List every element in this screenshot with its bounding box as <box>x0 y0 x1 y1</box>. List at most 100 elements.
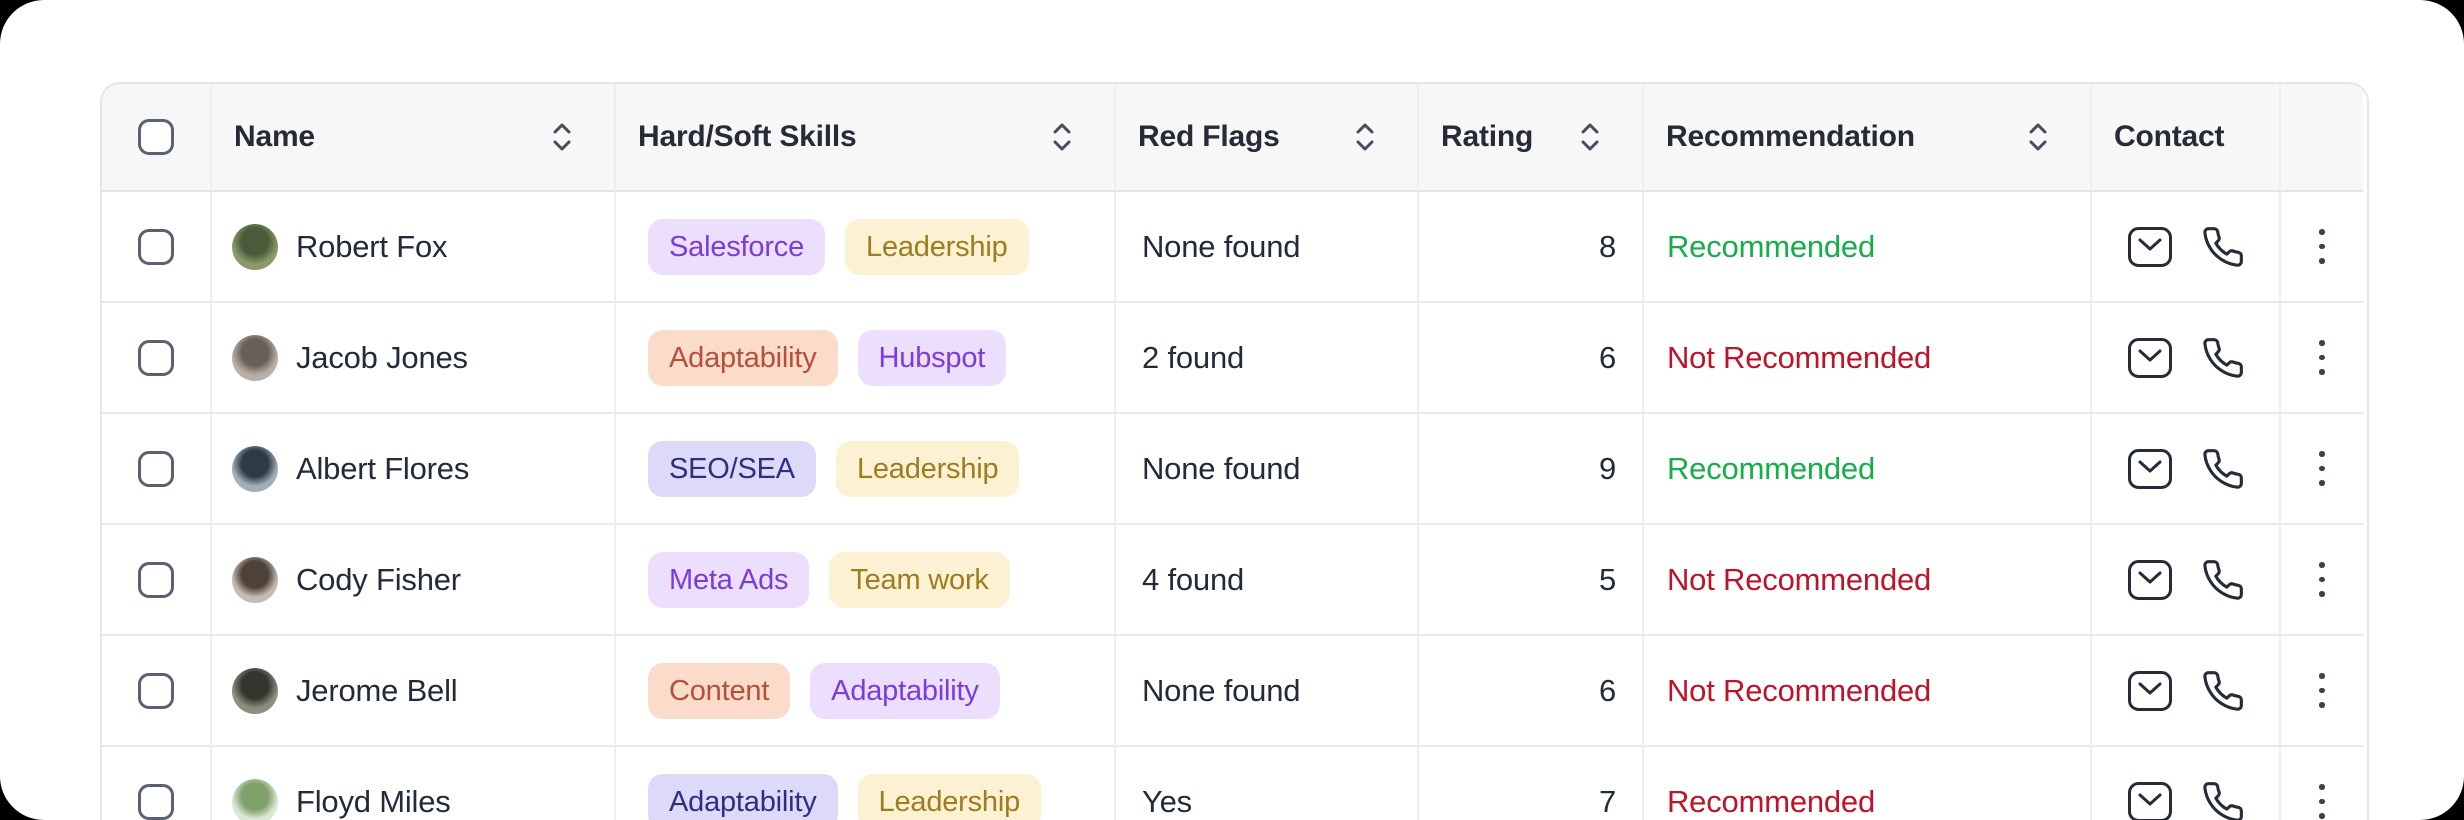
candidate-name: Albert Flores <box>296 450 470 486</box>
kebab-dot <box>2319 243 2325 250</box>
row-checkbox[interactable] <box>138 450 174 487</box>
skill-tag: Hubspot <box>857 329 1007 386</box>
recommendation-cell: Not Recommended <box>1644 636 2092 747</box>
row-checkbox[interactable] <box>138 228 174 265</box>
recommendation-cell: Recommended <box>1644 414 2092 525</box>
contact-cell <box>2092 303 2281 414</box>
rating-cell: 7 <box>1419 747 1644 820</box>
phone-icon <box>2202 226 2243 267</box>
phone-icon <box>2202 781 2243 820</box>
sort-chevrons-icon[interactable] <box>1578 120 1602 154</box>
column-header-name[interactable]: Name <box>212 84 616 192</box>
candidate-name: Jerome Bell <box>296 672 458 708</box>
email-button[interactable] <box>2127 670 2173 712</box>
kebab-dot <box>2319 687 2325 694</box>
mail-icon <box>2127 448 2172 489</box>
row-menu-cell <box>2281 636 2363 747</box>
select-all-checkbox[interactable] <box>138 119 174 155</box>
sort-chevrons-icon[interactable] <box>550 120 574 154</box>
call-button[interactable] <box>2201 447 2245 491</box>
sort-chevrons-icon[interactable] <box>1353 120 1377 154</box>
rating-value: 5 <box>1598 561 1616 597</box>
row-checkbox[interactable] <box>138 561 174 598</box>
candidate-name-cell: Albert Flores <box>212 414 616 525</box>
row-select-cell <box>102 303 212 414</box>
column-header-skills[interactable]: Hard/Soft Skills <box>616 84 1116 192</box>
recommendation-value: Recommended <box>1667 450 1876 486</box>
rating-cell: 6 <box>1419 636 1644 747</box>
row-menu-cell <box>2281 192 2363 303</box>
kebab-dot <box>2319 798 2325 805</box>
email-button[interactable] <box>2127 226 2173 268</box>
red-flags-value: Yes <box>1142 783 1192 819</box>
red-flags-value: None found <box>1142 672 1301 708</box>
column-header-select <box>102 84 212 192</box>
row-select-cell <box>102 636 212 747</box>
skill-tag: Adaptability <box>648 773 838 820</box>
avatar <box>232 778 278 820</box>
recommendation-cell: Not Recommended <box>1644 303 2092 414</box>
sort-chevrons-icon[interactable] <box>2026 120 2050 154</box>
column-header-red_flags[interactable]: Red Flags <box>1116 84 1419 192</box>
row-checkbox[interactable] <box>138 672 174 709</box>
row-menu-cell <box>2281 747 2363 820</box>
recommendation-cell: Not Recommended <box>1644 525 2092 636</box>
column-header-rating[interactable]: Rating <box>1419 84 1644 192</box>
row-menu-button[interactable] <box>2313 667 2331 714</box>
row-menu-cell <box>2281 303 2363 414</box>
skill-tag: Content <box>648 662 791 719</box>
contact-cell <box>2092 636 2281 747</box>
skills-cell: Salesforce Leadership <box>616 192 1116 303</box>
call-button[interactable] <box>2201 336 2245 380</box>
sort-chevrons-icon[interactable] <box>1050 120 1074 154</box>
column-header-label: Recommendation <box>1666 120 1915 153</box>
rating-cell: 8 <box>1419 192 1644 303</box>
column-header-menu <box>2281 84 2363 192</box>
kebab-dot <box>2319 340 2325 346</box>
row-menu-button[interactable] <box>2313 778 2331 820</box>
row-menu-button[interactable] <box>2313 556 2331 603</box>
phone-icon <box>2202 448 2243 489</box>
skill-tag: Team work <box>829 551 1010 608</box>
red-flags-cell: None found <box>1116 414 1419 525</box>
email-button[interactable] <box>2127 559 2173 601</box>
email-button[interactable] <box>2127 337 2173 379</box>
red-flags-cell: 4 found <box>1116 525 1419 636</box>
rating-value: 7 <box>1598 783 1616 819</box>
red-flags-cell: 2 found <box>1116 303 1419 414</box>
skills-cell: Content Adaptability <box>616 636 1116 747</box>
row-select-cell <box>102 525 212 636</box>
kebab-dot <box>2319 465 2325 472</box>
candidate-name-cell: Robert Fox <box>212 192 616 303</box>
contact-cell <box>2092 192 2281 303</box>
skill-tag: Adaptability <box>810 662 1000 719</box>
skill-tag: Leadership <box>845 218 1029 275</box>
column-header-label: Name <box>234 120 315 153</box>
skill-tag: Leadership <box>857 773 1042 820</box>
row-menu-button[interactable] <box>2313 445 2331 492</box>
row-select-cell <box>102 747 212 820</box>
email-button[interactable] <box>2127 448 2173 490</box>
row-menu-button[interactable] <box>2313 334 2331 381</box>
column-header-recommendation[interactable]: Recommendation <box>1644 84 2092 192</box>
email-button[interactable] <box>2127 781 2173 820</box>
skills-cell: SEO/SEA Leadership <box>616 414 1116 525</box>
row-checkbox[interactable] <box>138 783 174 820</box>
skill-tag: Leadership <box>835 440 1020 497</box>
candidate-name-cell: Jerome Bell <box>212 636 616 747</box>
kebab-dot <box>2319 591 2325 597</box>
call-button[interactable] <box>2201 780 2245 820</box>
row-menu-cell <box>2281 525 2363 636</box>
skill-tag: Meta Ads <box>648 551 810 608</box>
column-header-label: Contact <box>2114 120 2225 153</box>
rating-cell: 5 <box>1419 525 1644 636</box>
avatar <box>232 223 278 270</box>
red-flags-cell: Yes <box>1116 747 1419 820</box>
kebab-dot <box>2319 702 2325 708</box>
mail-icon <box>2127 781 2172 820</box>
call-button[interactable] <box>2201 669 2245 713</box>
call-button[interactable] <box>2201 225 2245 269</box>
call-button[interactable] <box>2201 558 2245 602</box>
row-checkbox[interactable] <box>138 339 174 376</box>
row-menu-button[interactable] <box>2313 223 2331 270</box>
